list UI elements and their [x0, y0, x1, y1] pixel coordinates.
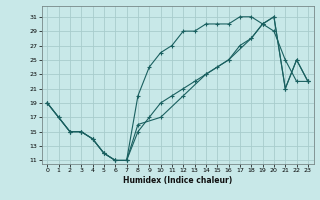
- X-axis label: Humidex (Indice chaleur): Humidex (Indice chaleur): [123, 176, 232, 185]
